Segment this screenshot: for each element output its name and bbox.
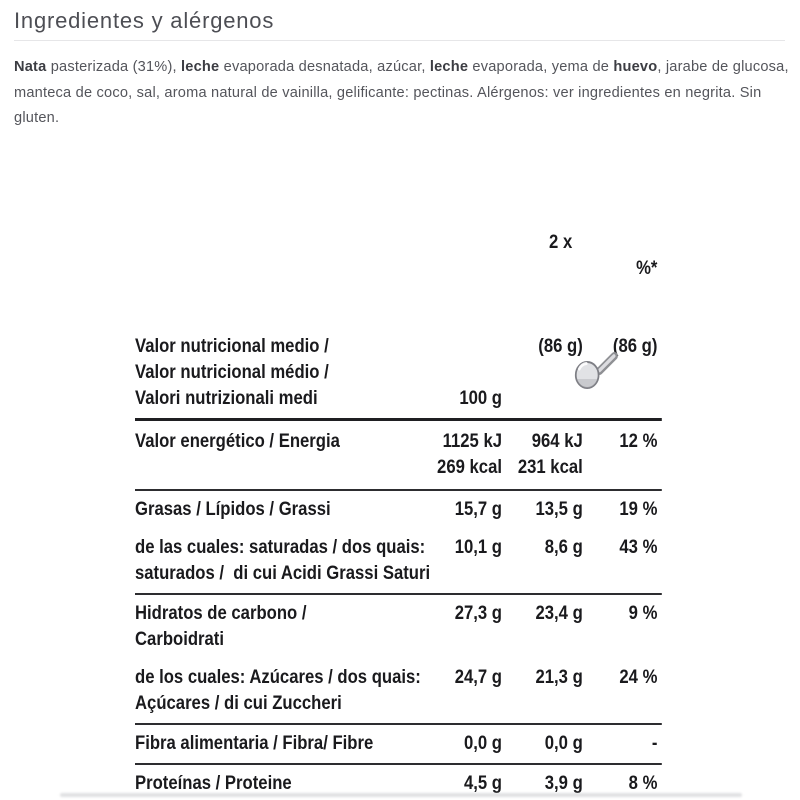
row-divider [135,489,662,491]
percent-symbol: %* [636,258,658,279]
row-value-percent: 24 % [619,667,658,688]
ingredient-segment: pasterizada (31%), [46,59,182,75]
nutrition-table: Valor nutricional medio / Valor nutricio… [135,178,662,800]
row-value-serving: 21,3 g [535,667,583,688]
row-label: Hidratos de carbono / Carboidrati [135,603,307,650]
row-value-percent: 19 % [619,499,658,520]
row-value-100g: 0,0 g [463,733,503,754]
scoop-icon [574,352,618,389]
ingredients-paragraph: Nata pasterizada (31%), leche evaporada … [14,55,792,132]
table-row-carbohydrate: Hidratos de carbono / Carboidrati 27,3 g… [135,595,662,659]
row-value-serving: 3,9 g [544,773,583,794]
row-label: Grasas / Lípidos / Grassi [135,499,331,520]
row-value-100g: 1125 kJ 269 kcal [437,431,503,478]
row-value-100g: 27,3 g [454,603,503,624]
page-title: Ingredientes y alérgenos [14,8,275,33]
row-value-100g: 15,7 g [454,499,503,520]
bottom-edge-line [60,793,742,797]
table-title: Valor nutricional medio / Valor nutricio… [135,336,329,409]
row-value-percent: 9 % [628,603,658,624]
row-value-100g: 10,1 g [454,537,503,558]
row-label: Fibra alimentaria / Fibra/ Fibre [135,733,374,754]
table-row-energy: Valor energético / Energia 1125 kJ 269 k… [135,421,662,489]
row-label: de las cuales: saturadas / dos quais: sa… [135,537,431,584]
table-row-saturates: de las cuales: saturadas / dos quais: sa… [135,529,662,593]
ingredient-segment: huevo [613,59,658,75]
row-divider [135,593,662,595]
row-label: Valor energético / Energia [135,431,340,452]
serving-amount: (86 g) [538,336,583,357]
nutrition-table-header: Valor nutricional medio / Valor nutricio… [135,178,662,418]
row-value-serving: 0,0 g [544,733,583,754]
column-header-per-serving: 2 x (86 g) [508,178,618,412]
table-row-fibre: Fibra alimentaria / Fibra/ Fibre 0,0 g 0… [135,725,662,763]
ingredient-segment: leche [181,59,220,75]
ingredient-segment: , jarabe de glucosa, manteca de coco, sa… [14,59,789,126]
row-value-percent: - [651,733,658,754]
ingredient-segment: evaporada, yema de [468,59,614,75]
title-divider [14,40,785,41]
row-divider [135,723,662,725]
row-divider [135,763,662,765]
row-value-serving: 964 kJ 231 kcal [517,431,583,478]
row-value-percent: 12 % [619,431,658,452]
column-header-per-100g: 100 g [459,388,503,409]
row-value-serving: 13,5 g [535,499,583,520]
row-value-100g: 4,5 g [463,773,503,794]
row-value-percent: 43 % [619,537,658,558]
row-label: Proteínas / Proteine [135,773,292,794]
table-row-fat: Grasas / Lípidos / Grassi 15,7 g 13,5 g … [135,491,662,529]
ingredient-segment: Nata [14,59,47,75]
ingredient-segment: evaporada desnatada, azúcar, [219,59,430,75]
table-row-sugars: de los cuales: Azúcares / dos quais: Açú… [135,659,662,723]
percent-amount: (86 g) [612,336,658,357]
serving-multiplier: 2 x [549,232,573,253]
row-value-serving: 8,6 g [544,537,583,558]
ingredient-segment: leche [429,59,469,75]
row-divider [135,418,662,421]
row-label: de los cuales: Azúcares / dos quais: Açú… [135,667,421,714]
table-row-protein: Proteínas / Proteine 4,5 g 3,9 g 8 % [135,765,662,800]
column-header-percent-ri: %* (86 g) [590,204,662,412]
row-value-percent: 8 % [628,773,658,794]
row-value-100g: 24,7 g [454,667,503,688]
row-value-serving: 23,4 g [535,603,583,624]
